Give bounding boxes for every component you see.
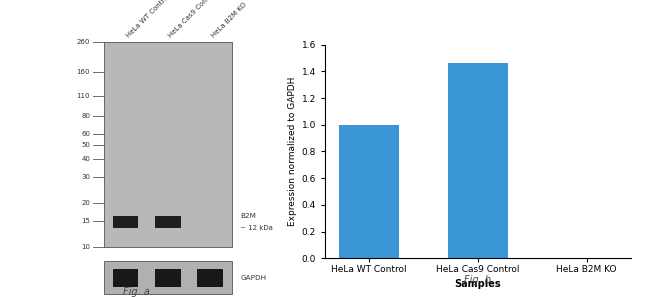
Text: Fig. a: Fig. a xyxy=(123,287,150,297)
Bar xyxy=(155,269,181,287)
X-axis label: Samples: Samples xyxy=(454,279,501,288)
Y-axis label: Expression normalized to GAPDH: Expression normalized to GAPDH xyxy=(289,77,298,226)
Bar xyxy=(112,216,138,228)
Text: HeLa Cas9 Control: HeLa Cas9 Control xyxy=(168,0,218,39)
Bar xyxy=(104,261,232,294)
Text: B2M: B2M xyxy=(240,213,256,219)
Text: 15: 15 xyxy=(81,218,90,224)
Bar xyxy=(155,216,181,228)
Text: ~ 12 kDa: ~ 12 kDa xyxy=(240,225,273,231)
Text: 50: 50 xyxy=(81,142,90,148)
Text: 30: 30 xyxy=(81,174,90,180)
Text: HeLa B2M KO: HeLa B2M KO xyxy=(210,1,248,39)
Text: 20: 20 xyxy=(81,200,90,206)
Bar xyxy=(198,269,223,287)
Text: GAPDH: GAPDH xyxy=(240,275,266,281)
Text: 260: 260 xyxy=(77,39,90,45)
Text: 60: 60 xyxy=(81,131,90,137)
Bar xyxy=(339,125,399,258)
Text: HeLa WT Control: HeLa WT Control xyxy=(125,0,171,39)
Text: 80: 80 xyxy=(81,113,90,119)
Text: 40: 40 xyxy=(81,156,90,162)
Text: 110: 110 xyxy=(77,93,90,99)
Text: 10: 10 xyxy=(81,244,90,249)
Text: 160: 160 xyxy=(77,69,90,75)
Bar xyxy=(448,63,508,258)
Text: Fig. b: Fig. b xyxy=(464,275,491,285)
Bar xyxy=(104,42,232,247)
Bar xyxy=(112,269,138,287)
